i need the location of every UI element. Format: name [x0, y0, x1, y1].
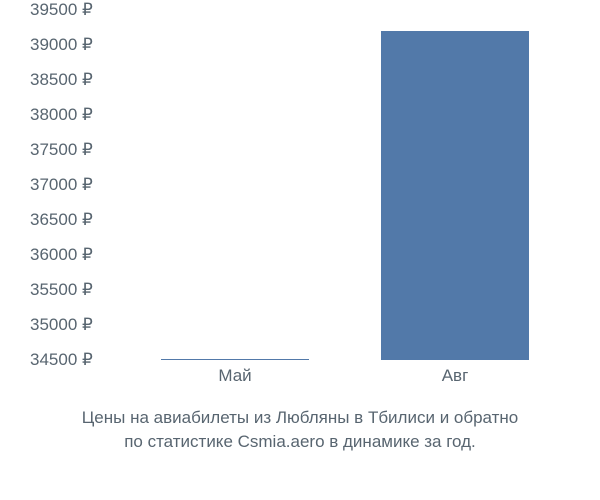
y-tick-label: 36000 ₽: [30, 245, 120, 265]
x-tick-label: Май: [218, 366, 251, 386]
y-tick-label: 38000 ₽: [30, 105, 120, 125]
y-tick-label: 39000 ₽: [30, 35, 120, 55]
y-tick-label: 34500 ₽: [30, 350, 120, 370]
price-chart: 34500 ₽ 35000 ₽ 35500 ₽ 36000 ₽ 36500 ₽ 37000…: [30, 10, 570, 390]
y-tick-label: 37500 ₽: [30, 140, 120, 160]
y-tick-label: 39500 ₽: [30, 0, 120, 20]
y-axis: 34500 ₽35000 ₽35500 ₽36000 ₽36500 ₽37000…: [30, 10, 120, 360]
plot-area: [125, 10, 565, 360]
caption-line-2: по статистике Csmia.aero в динамике за г…: [124, 432, 476, 451]
chart-caption: Цены на авиабилеты из Любляны в Тбилиси …: [0, 406, 600, 454]
y-tick-label: 35500 ₽: [30, 280, 120, 300]
bar: [161, 359, 308, 361]
caption-line-1: Цены на авиабилеты из Любляны в Тбилиси …: [82, 408, 519, 427]
y-tick-label: 35000 ₽: [30, 315, 120, 335]
y-tick-label: 38500 ₽: [30, 70, 120, 90]
bar: [381, 31, 528, 360]
x-tick-label: Авг: [442, 366, 469, 386]
x-axis-labels: Май Авг: [125, 366, 565, 390]
y-tick-label: 36500 ₽: [30, 210, 120, 230]
y-tick-label: 37000 ₽: [30, 175, 120, 195]
